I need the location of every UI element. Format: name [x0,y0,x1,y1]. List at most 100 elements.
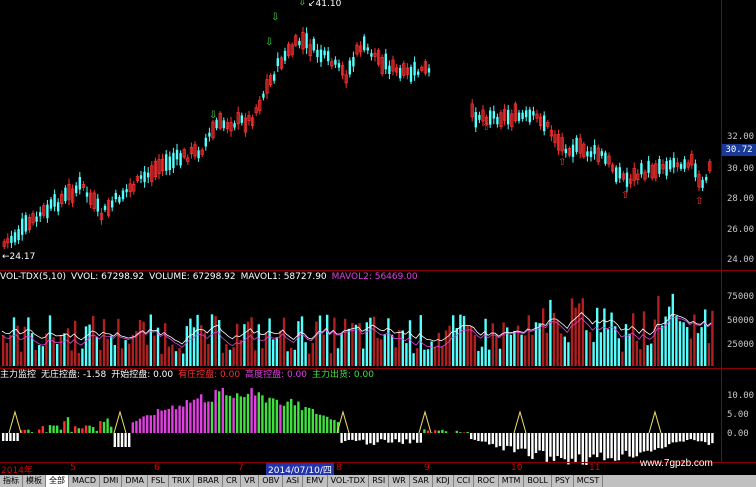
candle-body [499,112,503,127]
candle-body [640,163,643,175]
tab-dma[interactable]: DMA [122,475,148,487]
indicator-bar [423,429,426,433]
indicator-bar [527,433,530,457]
volume-bar [513,330,516,366]
tab-sar[interactable]: SAR [410,475,433,487]
candle-body [521,112,524,120]
indicator-bar [261,395,264,433]
volume-tick: 50000 [727,316,755,326]
volume-bar [333,317,336,366]
tab-asi[interactable]: ASI [283,475,304,487]
tab-cci[interactable]: CCI [454,475,475,487]
tab-roc[interactable]: ROC [474,475,499,487]
candle-body [204,137,207,147]
buy-signal-icon: ⇧ [695,196,703,207]
candle-body [513,103,518,122]
volume-bar [401,330,404,366]
volume-bar [171,344,174,366]
volume-bar [192,327,196,366]
month-label: 2014年 [1,466,33,476]
indicator-bar [498,433,502,447]
tab-mtm[interactable]: MTM [499,475,525,487]
indicator-bar [412,433,415,440]
indicator-bar [387,433,390,443]
tab-emv[interactable]: EMV [303,475,328,487]
indicator-bar [524,433,527,449]
tab-macd[interactable]: MACD [69,475,100,487]
candle-body [370,53,373,57]
candle-body [319,49,323,63]
indicator-bar [617,433,620,461]
tab-trix[interactable]: TRIX [169,475,195,487]
candle-body [233,123,236,128]
tab-wr[interactable]: WR [389,475,410,487]
indicator-bar [362,433,365,440]
indicator-bar [660,433,664,449]
tab-fsl[interactable]: FSL [148,475,169,487]
volume-bar [531,334,534,366]
indicator-bar [30,432,34,433]
indicator-spike [648,410,662,434]
volume-bar [704,309,707,366]
volume-bar [66,328,70,366]
candle-body [150,165,154,182]
indicator-bar [603,433,606,461]
tab-rsi[interactable]: RSI [369,475,390,487]
tab-全部[interactable]: 全部 [46,475,69,487]
candle-body [348,60,351,75]
volume-bar [106,338,109,366]
tab-kdj[interactable]: KDJ [433,475,454,487]
volume-bar [466,325,469,366]
tab-vr[interactable]: VR [241,475,260,487]
indicator-bar [642,433,646,452]
volume-bar [124,340,127,366]
candle-body [672,157,675,168]
indicator-name[interactable]: 主力监控 [0,370,37,380]
tab-指标[interactable]: 指标 [0,475,23,487]
indicator-bar [416,433,419,443]
indicator-bar [52,425,55,433]
tab-obv[interactable]: OBV [259,475,284,487]
tab-cr[interactable]: CR [223,475,242,487]
tab-dmi[interactable]: DMI [100,475,123,487]
candle-body [186,157,190,162]
price-axis-line [721,0,722,462]
tab-模板[interactable]: 模板 [23,475,46,487]
tab-psy[interactable]: PSY [552,475,574,487]
tab-brar[interactable]: BRAR [194,475,224,487]
tab-mcst[interactable]: MCST [574,475,604,487]
volume-bar [272,339,275,366]
date-axis: 2014年 5 6 7 2014/07/10/四 8 9 10 11 [0,463,721,476]
volume-bar [599,332,602,366]
volume-bar [657,295,660,366]
candle-body [143,171,146,183]
indicator-bar [131,422,134,433]
volume-bar [254,350,257,366]
indicator-bar [578,433,581,455]
indicator-bar [358,433,361,441]
candle-body [13,232,17,243]
volume-bar [146,344,149,366]
volume-bar [524,335,527,366]
indicator-bar [581,433,584,465]
volume-bar [437,332,440,366]
candle-body [157,159,161,175]
candle-body [111,200,114,208]
volume-bar [369,317,372,366]
indicator-bar [282,405,286,433]
candle-body [708,161,712,172]
candle-body [286,44,291,56]
tab-vol-tdx[interactable]: VOL-TDX [328,475,370,487]
volume-bar [628,333,631,366]
candle-body [305,33,308,49]
indicator-bar [120,433,124,447]
candle-body [334,59,337,65]
volume-bar [282,317,286,366]
indicator-bar [513,433,516,453]
volume-indicator-name[interactable]: VOL-TDX(5,10) [0,272,67,282]
volume-bar [23,326,26,366]
volume-bar [45,333,48,366]
tab-boll[interactable]: BOLL [524,475,552,487]
volume-bar [236,323,239,366]
